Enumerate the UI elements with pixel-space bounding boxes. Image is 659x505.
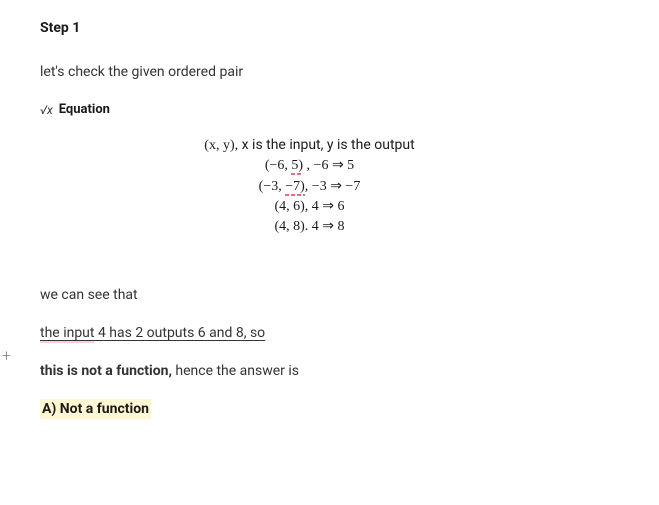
math-l2c: , −6 ⇒ 5 [303, 158, 354, 173]
math-block: (x, y), x is the input, y is the output … [40, 135, 659, 237]
math-desc: x is the input, y is the output [242, 137, 415, 153]
followup-2-rest: 4 has 2 outputs 6 and 8, so [94, 325, 265, 341]
math-xy: (x, y), [204, 138, 241, 153]
math-l3b: −7) [285, 179, 305, 194]
math-l2a: (−6, [265, 158, 292, 173]
followup-2: the input 4 has 2 outputs 6 and 8, so [40, 325, 659, 341]
answer-highlight: A) Not a function [40, 399, 151, 419]
math-l2b: 5) [291, 158, 303, 173]
intro-text: let's check the given ordered pair [40, 64, 659, 80]
equation-icon: √x [40, 103, 53, 117]
math-l3a: (−3, [259, 179, 286, 194]
followup-2-highlight: the input [40, 325, 94, 343]
equation-header: √x Equation [40, 102, 659, 117]
math-line-4: (4, 6), 4 ⇒ 6 [40, 197, 579, 217]
equation-label: Equation [59, 102, 110, 117]
add-step-indicator[interactable]: + [2, 346, 11, 365]
followup-3: this is not a function, hence the answer… [40, 363, 659, 379]
answer-line: A) Not a function [40, 401, 659, 417]
followup-3-bold: this is not a function, [40, 363, 172, 379]
math-line-2: (−6, 5) , −6 ⇒ 5 [40, 156, 579, 176]
math-line-3: (−3, −7), −3 ⇒ −7 [40, 177, 579, 197]
step-title: Step 1 [40, 20, 659, 36]
followup-2-line: the input 4 has 2 outputs 6 and 8, so [40, 325, 265, 343]
followup-1: we can see that [40, 287, 659, 303]
followup-3-rest: hence the answer is [172, 363, 299, 379]
math-line-5: (4, 8). 4 ⇒ 8 [40, 217, 579, 237]
math-line-1: (x, y), x is the input, y is the output [40, 135, 579, 156]
math-l3c: , −3 ⇒ −7 [305, 179, 361, 194]
